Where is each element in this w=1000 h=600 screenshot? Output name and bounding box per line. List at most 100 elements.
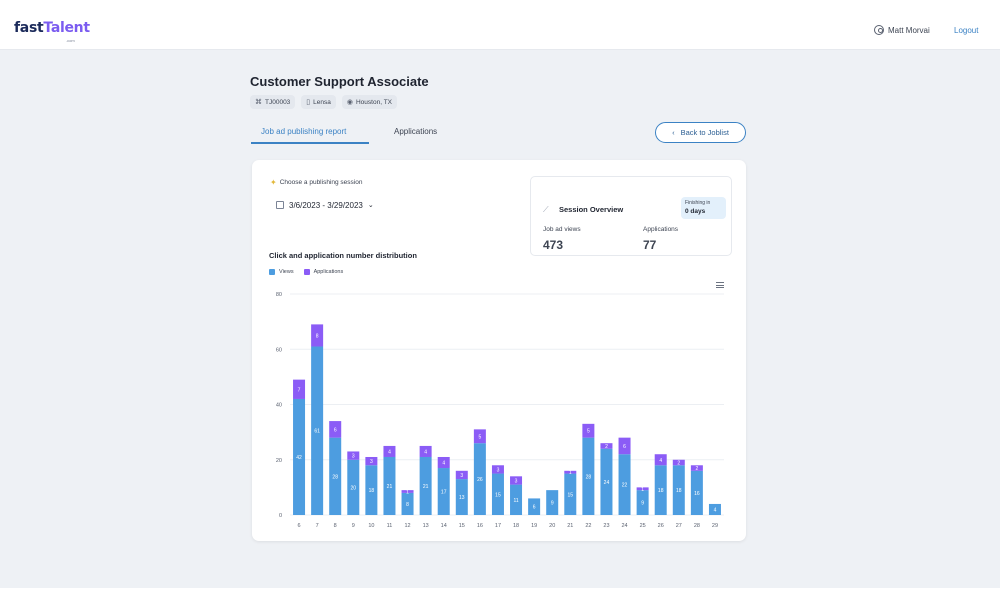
data-label-applications: 4 — [659, 458, 662, 464]
legend-swatch-applications — [303, 269, 310, 275]
bar-chart: 0204060807426861762883209318104211118124… — [276, 292, 724, 529]
chart-menu-icon[interactable] — [716, 282, 724, 288]
x-tick-label: 19 — [531, 523, 537, 529]
data-label-applications: 3 — [370, 459, 373, 465]
job-id-label: TJ00003 — [265, 98, 291, 106]
session-date-select[interactable]: 3/6/2023 - 3/29/2023 ⌄ — [270, 196, 380, 214]
data-label-views: 21 — [423, 484, 429, 490]
bar-views — [672, 465, 685, 515]
chart-title: Click and application number distributio… — [269, 251, 417, 260]
bar-applications — [600, 443, 613, 449]
applications-value: 77 — [643, 238, 657, 252]
job-location-label: Houston, TX — [355, 98, 392, 106]
logo-text: fast — [14, 20, 44, 36]
x-tick-label: 14 — [441, 523, 447, 529]
bar-views — [401, 492, 414, 515]
data-label-applications: 1 — [569, 470, 572, 476]
overview-title: Session Overview — [559, 205, 624, 214]
finishing-badge: Finishing in 0 days — [681, 197, 726, 219]
x-tick-label: 27 — [676, 523, 682, 529]
session-label: ✦ Choose a publishing session — [270, 178, 362, 187]
applications-label: Applications — [643, 226, 679, 233]
x-tick-label: 25 — [640, 523, 646, 529]
data-label-applications: 6 — [334, 427, 337, 433]
data-label-applications: 6 — [623, 444, 626, 450]
data-label-applications: 8 — [316, 333, 319, 339]
data-label-views: 61 — [314, 429, 320, 435]
data-label-views: 6 — [533, 505, 536, 511]
x-tick-label: 16 — [477, 523, 483, 529]
data-label-applications: 4 — [424, 449, 427, 455]
x-tick-label: 21 — [567, 523, 573, 529]
x-tick-label: 26 — [658, 523, 664, 529]
y-tick-label: 0 — [279, 513, 282, 519]
x-tick-label: 13 — [423, 523, 429, 529]
data-label-applications: 1 — [406, 490, 409, 496]
x-tick-label: 12 — [404, 523, 410, 529]
bar-views — [528, 498, 541, 515]
x-tick-label: 8 — [334, 523, 337, 529]
logout-link[interactable]: Logout — [954, 26, 979, 35]
logo[interactable]: fastTalent — [14, 20, 90, 36]
session-overview-panel: ⟋ Session Overview Finishing in 0 days J… — [530, 176, 732, 256]
bar-applications — [365, 456, 378, 466]
data-label-applications: 3 — [497, 467, 500, 473]
data-label-views: 22 — [622, 483, 628, 489]
top-bar: fastTalent .com Matt Morvai Logout — [0, 0, 1000, 50]
finishing-badge-label: Finishing in — [685, 200, 711, 206]
x-tick-label: 23 — [603, 523, 609, 529]
tab-publishing-report[interactable]: Job ad publishing report — [261, 127, 347, 136]
x-tick-label: 6 — [298, 523, 301, 529]
x-tick-label: 28 — [694, 523, 700, 529]
data-label-views: 18 — [658, 488, 664, 494]
data-label-applications: 3 — [515, 478, 518, 484]
job-board-chip: ▯ Lensa — [301, 95, 336, 109]
bar-views — [383, 456, 396, 515]
logo-subtext: .com — [66, 38, 75, 43]
y-tick-label: 60 — [276, 347, 282, 353]
back-button-label: Back to Joblist — [680, 128, 729, 137]
bar-views — [491, 473, 504, 515]
bar-views — [419, 456, 432, 515]
user-icon — [874, 25, 884, 35]
tab-applications[interactable]: Applications — [394, 127, 438, 136]
data-label-views: 18 — [676, 488, 682, 494]
data-label-applications: 2 — [695, 466, 698, 472]
data-label-views: 18 — [369, 488, 375, 494]
bar-applications — [347, 451, 360, 460]
bar-views — [473, 443, 486, 515]
data-label-applications: 5 — [478, 434, 481, 440]
y-tick-label: 80 — [276, 292, 282, 298]
job-board-label: Lensa — [313, 98, 331, 106]
data-label-views: 16 — [694, 491, 700, 497]
x-tick-label: 15 — [459, 523, 465, 529]
data-label-views: 9 — [551, 501, 554, 507]
bar-views — [654, 465, 667, 515]
y-tick-label: 20 — [276, 458, 282, 464]
bar-applications — [473, 429, 486, 444]
data-label-views: 8 — [406, 502, 409, 508]
data-label-views: 15 — [568, 492, 574, 498]
bar-applications — [582, 423, 595, 438]
bar-views — [455, 479, 468, 515]
bar-applications — [311, 324, 324, 347]
data-label-views: 4 — [714, 507, 717, 513]
data-label-applications: 3 — [352, 454, 355, 460]
x-tick-label: 22 — [585, 523, 591, 529]
x-tick-label: 7 — [316, 523, 319, 529]
bar-views — [708, 503, 721, 515]
user-menu[interactable]: Matt Morvai — [874, 25, 930, 35]
chart-legend: Views Applications — [269, 269, 343, 275]
chevron-down-icon: ⌄ — [367, 202, 374, 209]
data-label-views: 17 — [441, 490, 447, 496]
legend-item-views[interactable]: Views — [269, 269, 294, 275]
data-label-views: 42 — [296, 455, 302, 461]
x-tick-label: 17 — [495, 523, 501, 529]
back-to-joblist-button[interactable]: ‹ Back to Joblist — [655, 122, 746, 143]
data-label-views: 11 — [513, 498, 518, 504]
legend-label-applications: Applications — [313, 269, 344, 275]
bar-applications — [510, 476, 523, 485]
data-label-views: 28 — [586, 474, 592, 480]
legend-item-applications[interactable]: Applications — [303, 269, 344, 275]
data-label-views: 13 — [459, 495, 465, 501]
